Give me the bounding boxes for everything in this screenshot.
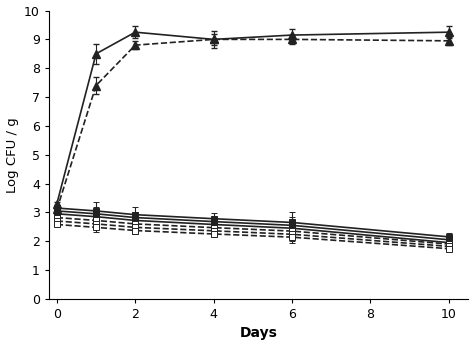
Y-axis label: Log CFU / g: Log CFU / g [6,117,18,193]
X-axis label: Days: Days [240,326,278,340]
